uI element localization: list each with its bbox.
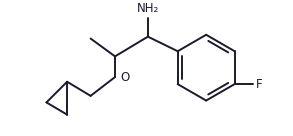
Text: F: F	[256, 78, 263, 91]
Text: NH₂: NH₂	[137, 2, 159, 15]
Text: O: O	[121, 71, 130, 84]
